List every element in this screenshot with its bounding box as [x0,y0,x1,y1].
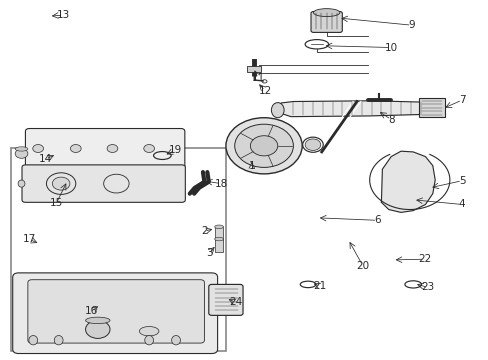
Polygon shape [381,151,434,212]
Text: 7: 7 [458,95,465,105]
Bar [214,239,223,252]
Text: 8: 8 [387,114,394,125]
Text: 1: 1 [248,161,255,171]
Circle shape [33,144,43,153]
Text: 10: 10 [384,42,397,53]
Polygon shape [276,101,430,117]
Circle shape [70,144,81,153]
Circle shape [85,320,110,338]
Circle shape [143,144,154,153]
Ellipse shape [139,327,159,336]
Text: 9: 9 [407,20,414,30]
FancyBboxPatch shape [310,12,342,32]
Bar [214,227,223,240]
Text: 5: 5 [458,176,465,186]
FancyBboxPatch shape [208,284,243,315]
Text: 3: 3 [205,248,212,258]
Ellipse shape [171,336,180,345]
Ellipse shape [85,317,110,324]
Ellipse shape [144,336,153,345]
Circle shape [107,144,118,153]
Bar [418,98,444,117]
Text: 12: 12 [258,86,271,96]
Ellipse shape [29,336,38,345]
Text: 22: 22 [417,254,430,264]
Text: 19: 19 [168,145,182,156]
Text: 23: 23 [420,282,434,292]
Ellipse shape [271,103,284,118]
Text: 17: 17 [22,234,36,244]
Text: 2: 2 [201,226,207,236]
Ellipse shape [214,237,223,241]
Circle shape [305,139,320,150]
Ellipse shape [313,9,339,17]
Ellipse shape [54,336,63,345]
FancyBboxPatch shape [22,165,185,202]
Text: 4: 4 [458,199,465,210]
Text: 11: 11 [251,73,264,84]
Ellipse shape [18,180,25,187]
Text: 13: 13 [57,10,70,20]
Text: 16: 16 [85,306,99,316]
Bar [247,66,261,72]
Circle shape [234,124,293,167]
Text: 20: 20 [356,261,368,271]
Bar [11,148,225,351]
FancyBboxPatch shape [28,280,204,343]
FancyBboxPatch shape [13,273,217,354]
Text: 21: 21 [313,281,326,291]
FancyBboxPatch shape [25,129,184,168]
Ellipse shape [15,147,28,151]
Circle shape [52,177,70,190]
Text: 18: 18 [214,179,227,189]
Text: 6: 6 [373,215,380,225]
Text: 15: 15 [49,198,63,208]
Circle shape [250,136,277,156]
Ellipse shape [214,225,223,229]
Circle shape [225,118,302,174]
Circle shape [15,149,28,158]
Text: 24: 24 [228,297,242,307]
Text: 14: 14 [39,154,52,164]
